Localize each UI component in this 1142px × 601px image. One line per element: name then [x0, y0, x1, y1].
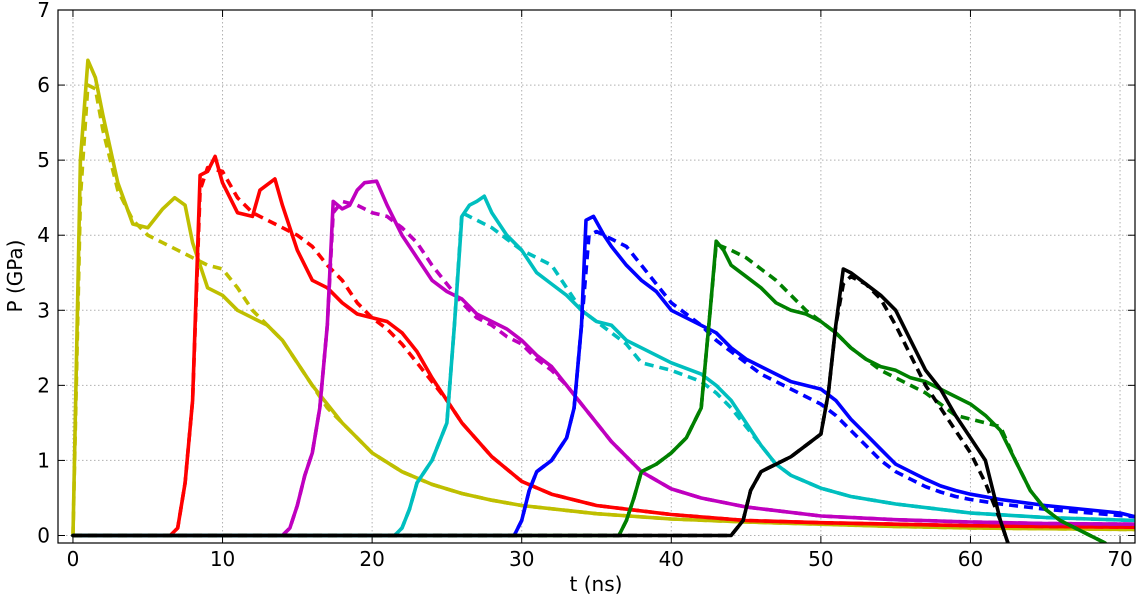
series-line-9-dashed	[73, 229, 1135, 538]
x-axis-title: t (ns)	[570, 572, 623, 596]
plot-frame	[57, 9, 1136, 544]
x-tick-label: 60	[958, 547, 983, 571]
x-tick-label: 50	[808, 547, 833, 571]
x-tick-label: 70	[1107, 547, 1132, 571]
series-line-3-dashed	[73, 165, 1135, 538]
ticks: 0 10 20 30 40 50 60 70 0 1 2 3 4 5 6 7	[37, 0, 1135, 571]
series-line-11-dashed	[73, 242, 1106, 543]
series-line-8-solid	[71, 214, 1135, 538]
y-tick-label: 0	[37, 523, 50, 547]
y-tick-label: 6	[37, 73, 50, 97]
y-axis-title: P (GPa)	[3, 240, 27, 313]
y-tick-label: 3	[37, 298, 50, 322]
y-tick-label: 4	[37, 223, 50, 247]
series-line-13-dashed	[73, 274, 1010, 543]
x-tick-label: 30	[509, 547, 534, 571]
series-line-1-dashed	[71, 83, 1135, 536]
series-line-5-dashed	[73, 199, 1135, 538]
y-tick-label: 7	[37, 0, 50, 22]
x-tick-label: 20	[359, 547, 384, 571]
series-line-7-dashed	[73, 210, 1135, 538]
x-tick-label: 0	[67, 547, 80, 571]
y-tick-label: 5	[37, 148, 50, 172]
series-layer	[71, 58, 1135, 543]
x-tick-label: 10	[210, 547, 235, 571]
y-tick-label: 1	[37, 448, 50, 472]
y-tick-label: 2	[37, 373, 50, 397]
x-tick-label: 40	[659, 547, 684, 571]
plot-background	[58, 10, 1135, 543]
series-line-12-solid	[71, 267, 1010, 543]
